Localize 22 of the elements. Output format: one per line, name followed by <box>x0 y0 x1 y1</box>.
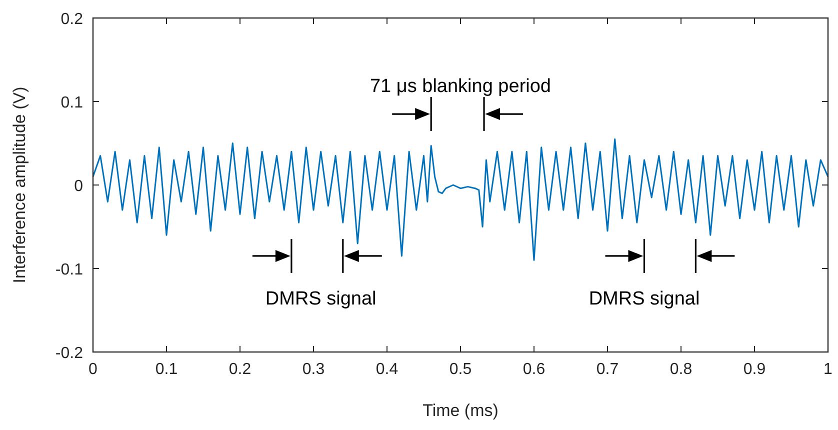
x-tick-label: 0.5 <box>449 361 472 378</box>
x-tick-label: 0.3 <box>302 361 325 378</box>
x-tick-label: 0.8 <box>670 361 692 378</box>
line-series <box>92 138 829 261</box>
x-axis-title: Time (ms) <box>422 401 498 420</box>
x-tick-label: 0.2 <box>228 361 252 378</box>
y-axis-title: Interference amplitude (V) <box>10 86 29 284</box>
annotation: DMRS signal <box>265 288 376 310</box>
annotation: 71 μs blanking period <box>370 76 552 97</box>
x-tick-label: 0.9 <box>743 361 766 378</box>
annotation: DMRS signal <box>588 288 700 310</box>
x-tick-label: 1 <box>824 361 833 378</box>
y-tick-label: 0.2 <box>60 11 84 28</box>
x-tick-label: 0.7 <box>596 361 619 378</box>
x-tick-label: 0.6 <box>522 361 546 378</box>
y-tick-label: -0.1 <box>55 262 84 278</box>
y-tick-label: 0 <box>74 178 84 195</box>
x-tick-label: 0 <box>88 361 98 378</box>
y-tick-label: -0.2 <box>55 345 84 362</box>
y-tick-label: 0.1 <box>60 94 84 112</box>
x-tick-label: 0.1 <box>155 361 178 378</box>
x-tick-label: 0.4 <box>376 361 398 378</box>
